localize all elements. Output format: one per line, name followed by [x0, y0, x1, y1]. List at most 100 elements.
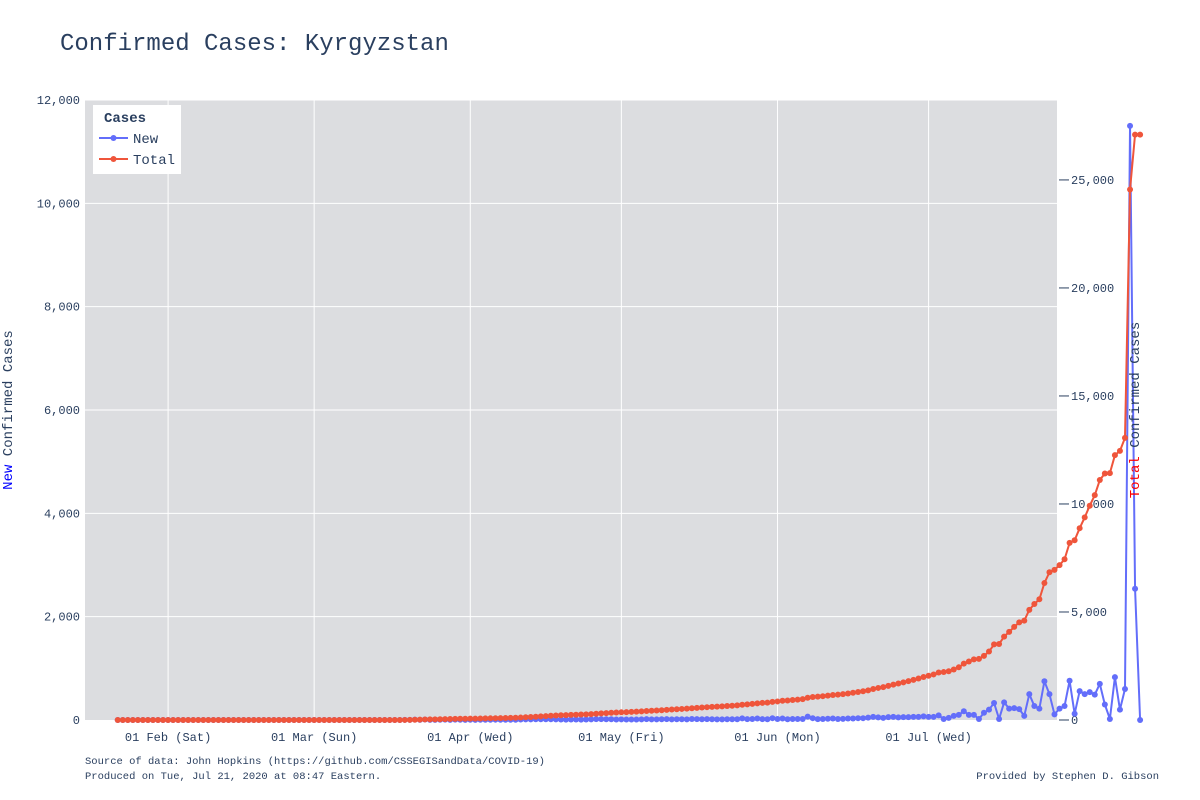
data-point-total — [880, 684, 887, 691]
data-point-total — [1132, 131, 1139, 138]
data-point-new — [1016, 706, 1023, 713]
chart-title: Confirmed Cases: Kyrgyzstan — [60, 31, 449, 58]
data-point-total — [547, 712, 554, 719]
data-point-total — [235, 717, 242, 723]
data-point-new — [628, 716, 635, 723]
legend-box — [93, 105, 181, 174]
data-point-total — [225, 717, 232, 723]
legend-item-new[interactable]: New — [99, 132, 159, 148]
data-point-total — [819, 693, 826, 700]
data-point-new — [1127, 122, 1134, 129]
x-tick-label: 01 Jun (Mon) — [734, 731, 820, 745]
data-point-total — [316, 717, 323, 723]
data-point-total — [492, 715, 499, 722]
data-point-total — [643, 708, 650, 715]
data-point-total — [769, 698, 776, 705]
series-layer — [114, 122, 1144, 723]
data-point-total — [552, 712, 559, 719]
data-point-new — [865, 714, 872, 721]
data-point-total — [970, 656, 977, 663]
data-point-total — [144, 717, 151, 723]
data-point-total — [306, 717, 313, 723]
data-point-new — [749, 715, 756, 722]
data-point-total — [653, 707, 660, 714]
data-point-total — [341, 717, 348, 723]
left-y-tick-label: 12,000 — [37, 94, 80, 108]
data-point-new — [1001, 699, 1008, 706]
data-point-total — [1001, 633, 1008, 640]
data-point-new — [1096, 680, 1103, 687]
data-point-total — [789, 697, 796, 704]
left-y-axis-title-colored: New — [1, 464, 17, 490]
data-point-new — [1046, 691, 1053, 698]
data-point-total — [950, 666, 957, 673]
data-point-total — [447, 716, 454, 723]
data-point-total — [376, 717, 383, 723]
data-point-new — [759, 716, 766, 723]
data-point-total — [855, 689, 862, 696]
data-point-new — [608, 716, 615, 723]
data-point-total — [613, 709, 620, 716]
data-point-total — [134, 717, 141, 723]
data-point-new — [1036, 705, 1043, 712]
data-point-total — [1071, 537, 1078, 544]
data-point-new — [890, 713, 897, 720]
data-point-total — [170, 717, 177, 723]
data-point-new — [714, 716, 721, 723]
data-point-total — [1091, 492, 1098, 499]
data-point-total — [628, 708, 635, 715]
data-point-new — [673, 716, 680, 723]
data-point-total — [245, 717, 252, 723]
data-point-new — [1021, 712, 1028, 719]
data-point-new — [774, 715, 781, 722]
data-point-new — [598, 716, 605, 723]
data-point-total — [663, 706, 670, 713]
data-point-total — [996, 640, 1003, 647]
data-point-total — [1036, 596, 1043, 603]
x-tick-label: 01 Feb (Sat) — [125, 731, 211, 745]
left-y-tick-label: 2,000 — [44, 611, 80, 625]
data-point-total — [1006, 628, 1013, 635]
left-y-tick-label: 4,000 — [44, 507, 80, 521]
data-point-total — [401, 716, 408, 723]
data-point-total — [578, 711, 585, 718]
data-point-new — [1121, 686, 1128, 692]
data-point-new — [1081, 691, 1088, 698]
data-point-new — [1051, 711, 1058, 718]
data-point-new — [925, 713, 932, 720]
data-point-total — [175, 717, 182, 723]
data-point-new — [573, 716, 580, 723]
data-point-new — [875, 714, 882, 721]
left-y-axis-title-rest: Confirmed Cases — [1, 330, 17, 464]
data-point-new — [693, 716, 700, 723]
data-point-total — [275, 717, 282, 723]
data-point-total — [794, 696, 801, 703]
data-point-total — [749, 700, 756, 707]
data-point-total — [583, 711, 590, 718]
data-point-total — [426, 716, 433, 723]
data-point-total — [844, 690, 851, 697]
data-point-new — [1076, 688, 1083, 695]
data-point-total — [210, 717, 217, 723]
data-point-new — [799, 715, 806, 722]
legend-item-total[interactable]: Total — [99, 153, 175, 169]
data-point-total — [804, 694, 811, 701]
data-point-new — [980, 709, 987, 716]
data-point-total — [915, 675, 922, 682]
x-tick-label: 01 Jul (Wed) — [885, 731, 971, 745]
data-point-total — [1061, 556, 1068, 563]
data-point-total — [421, 716, 428, 723]
data-point-total — [356, 717, 363, 723]
data-point-new — [1006, 705, 1013, 712]
data-point-new — [1061, 703, 1068, 710]
data-point-new — [945, 714, 952, 721]
data-point-new — [900, 714, 907, 721]
data-point-total — [759, 699, 766, 706]
data-point-new — [870, 713, 877, 720]
data-point-total — [965, 658, 972, 665]
data-point-total — [910, 676, 917, 683]
data-point-total — [301, 717, 308, 723]
data-point-total — [1031, 601, 1038, 608]
data-point-total — [658, 707, 665, 714]
x-axis-ticks: 01 Feb (Sat) 01 Mar (Sun) 01 Apr (Wed) 01 M… — [125, 731, 972, 745]
